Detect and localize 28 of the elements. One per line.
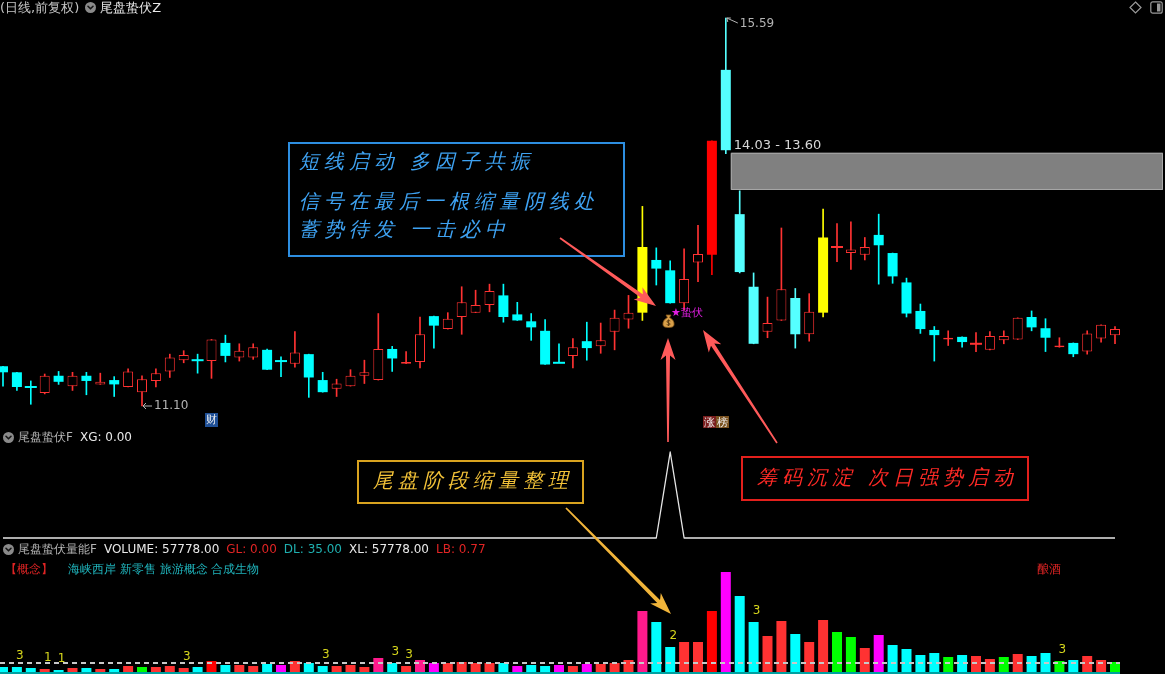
- annotation: 3: [391, 644, 400, 659]
- annotation: 3: [182, 649, 191, 664]
- chart-title: 尾盘蛰伏F XG: 0.00: [18, 430, 133, 445]
- annotation: 15.59: [739, 16, 775, 31]
- annotation: 【概念】: [5, 562, 53, 577]
- text: 财: [206, 413, 217, 427]
- annotation: 海峡西岸 新零售 旅游概念 合成生物: [68, 562, 260, 577]
- annotation: 3: [405, 647, 413, 662]
- annotation: 11.10: [154, 398, 189, 413]
- annotation: 短线启动 多因子共振: [299, 149, 536, 174]
- annotation: 信号在最后一根缩量阴线处: [299, 189, 599, 214]
- annotation: 蓄势待发 一击必中: [299, 217, 511, 242]
- annotation: 尾盘阶段缩量整理: [373, 468, 573, 493]
- band-label: 14.03 - 13.60: [733, 136, 822, 152]
- chart-title: 尾盘蛰伏量能F VOLUME: 57778.00 GL: 0.00 DL: 35.00 XL: 57778.00 LB: 0.77: [18, 542, 486, 557]
- annotation: 2: [669, 628, 678, 643]
- annotation: 1: [57, 651, 66, 666]
- annotation: 筹码沉淀 次日强势启动: [756, 464, 1019, 489]
- chart-subtitle: 尾盘蛰伏Z: [100, 0, 162, 15]
- annotation: 3: [1058, 642, 1067, 657]
- annotation: ★蛰伏: [671, 305, 703, 319]
- annotation: 3: [321, 647, 330, 662]
- annotation: 3: [16, 648, 24, 663]
- text: 涨榜: [704, 415, 728, 429]
- chart-title: (日线,前复权): [0, 0, 80, 15]
- annotation: 酿酒: [1037, 562, 1061, 577]
- annotation: 3: [752, 603, 761, 618]
- annotation: 1: [43, 650, 52, 665]
